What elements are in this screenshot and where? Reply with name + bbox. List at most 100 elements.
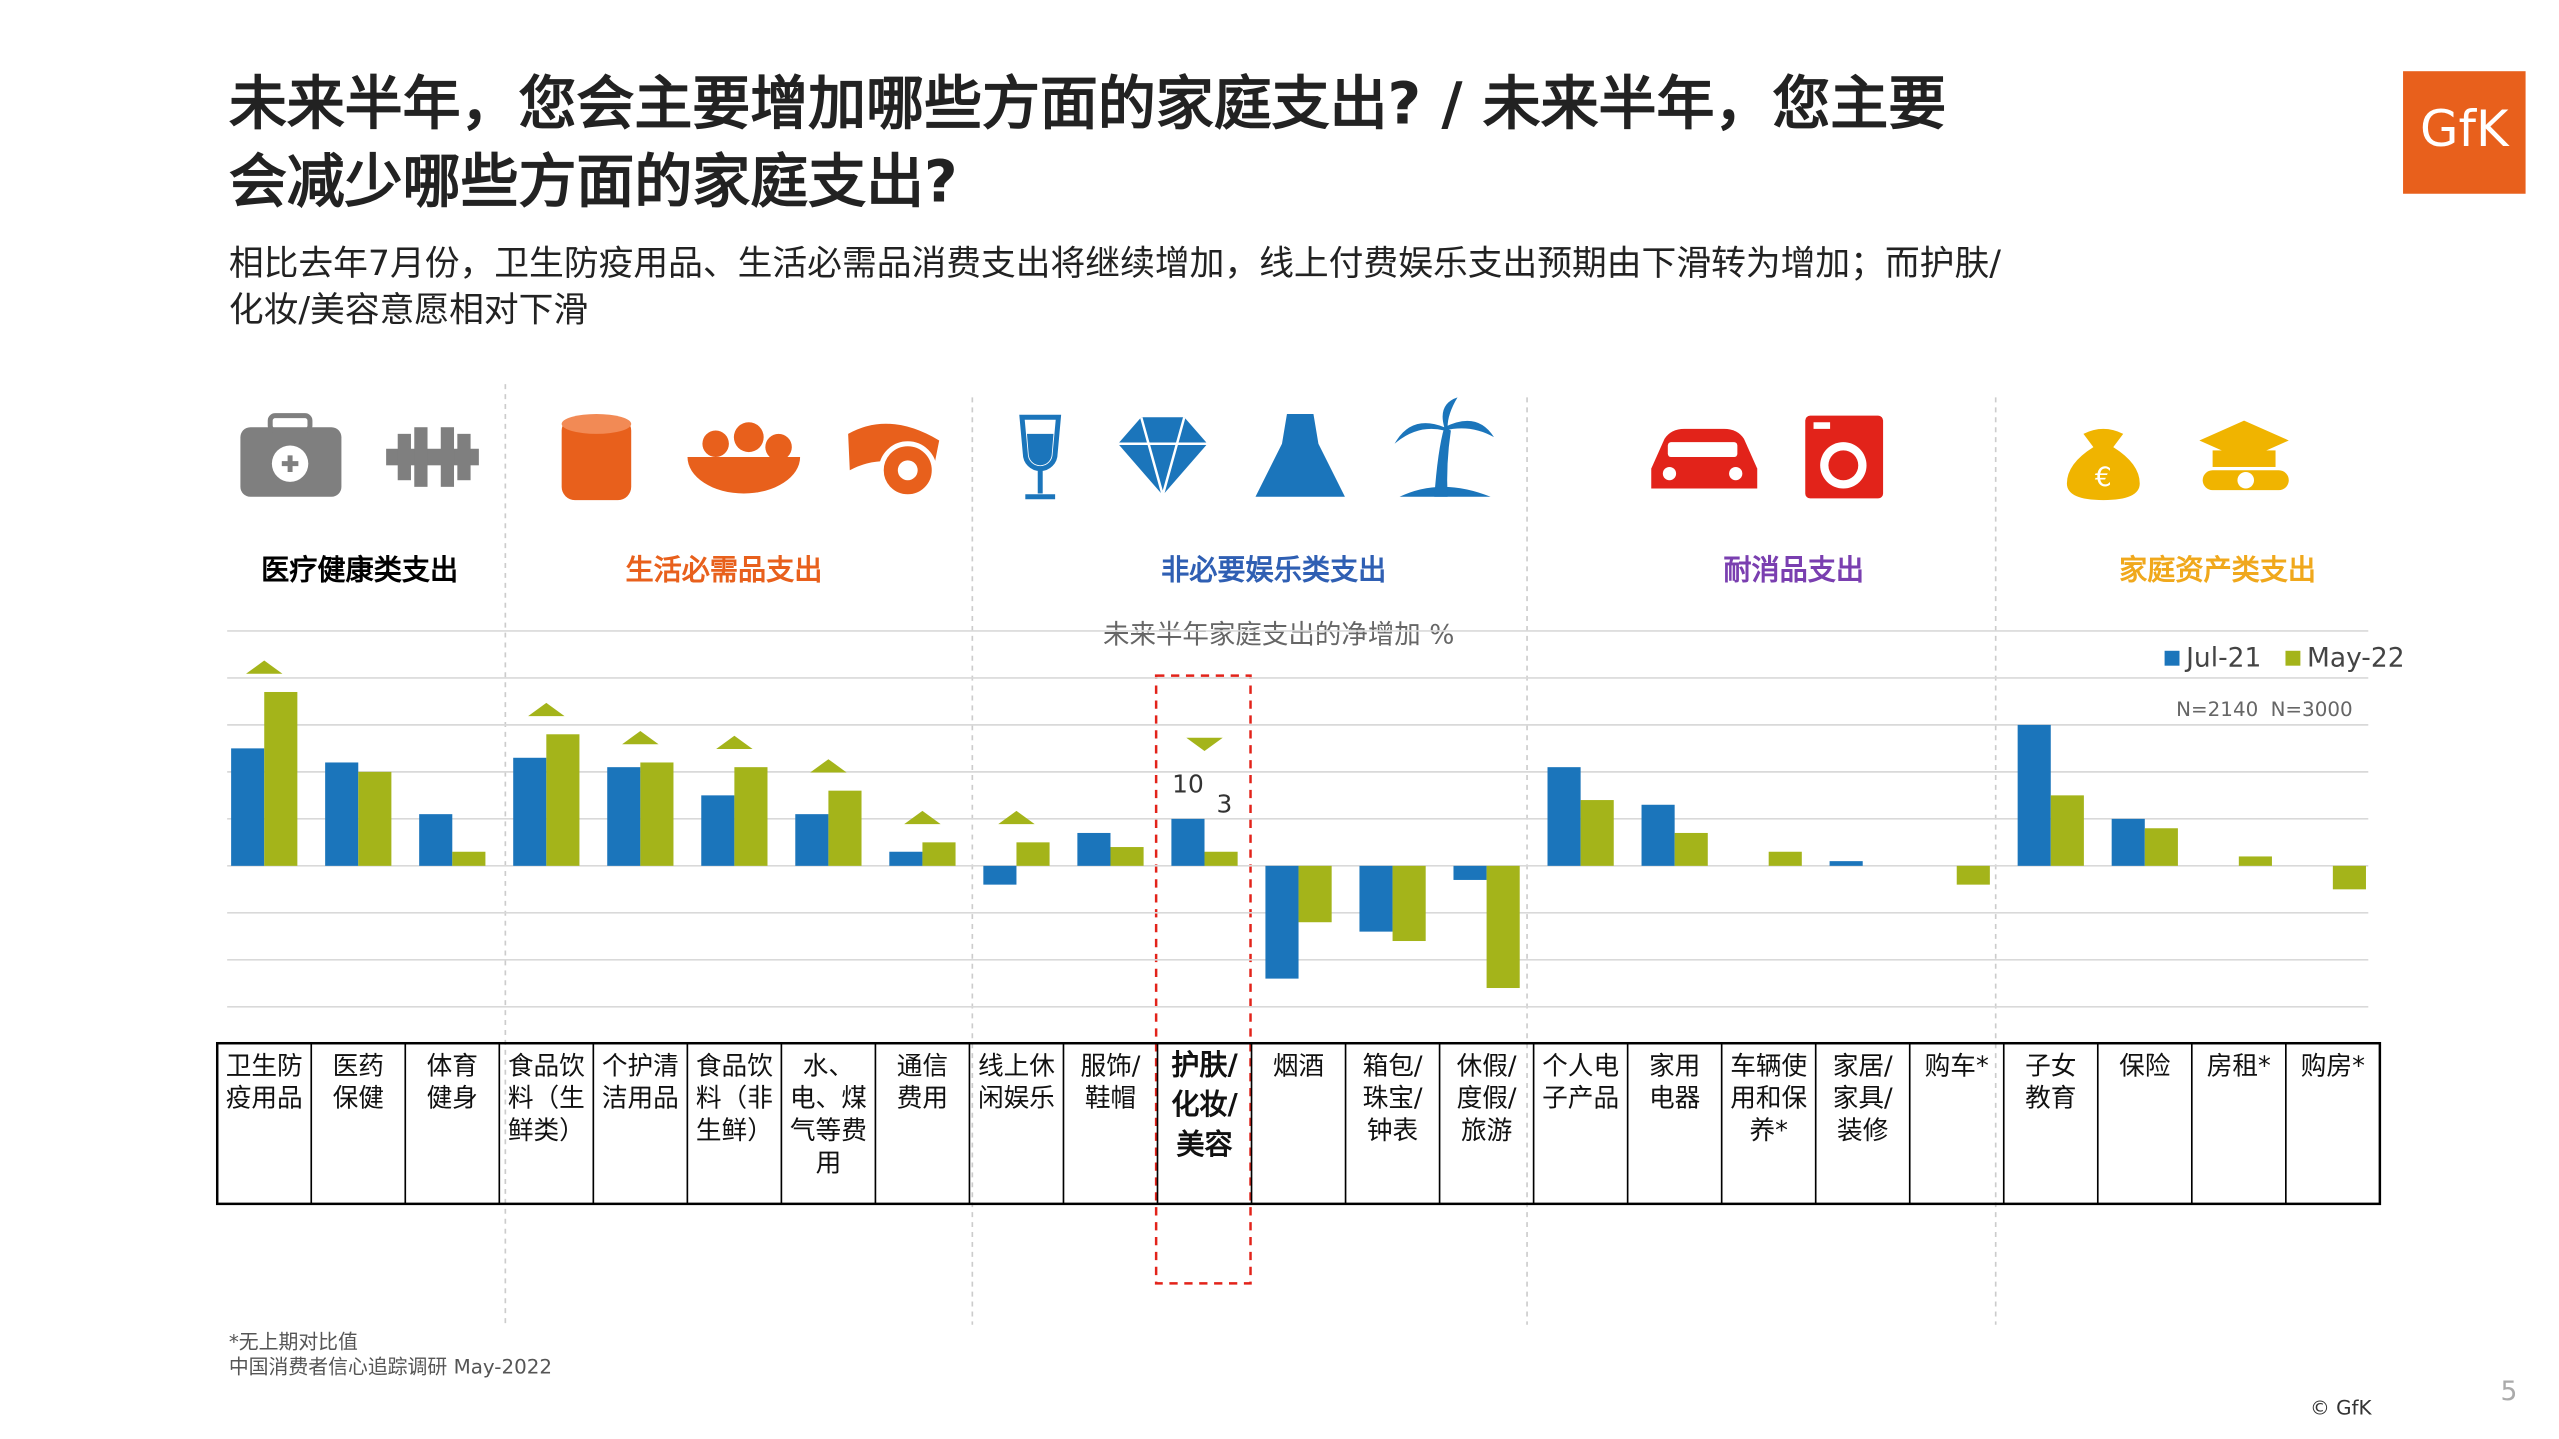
page-number: 5	[2500, 1376, 2517, 1407]
subtitle: 相比去年7月份，卫生防疫用品、生活必需品消费支出将继续增加，线上付费娱乐支出预期…	[229, 244, 2001, 284]
category-label: 线上休闲娱乐	[978, 1051, 1055, 1113]
bar	[2144, 828, 2178, 866]
bar	[1829, 861, 1863, 866]
bar	[1453, 865, 1487, 880]
data-label: 3	[1216, 790, 1232, 819]
category-label: 医药保健	[333, 1051, 384, 1113]
category-label: 购车*	[1925, 1051, 1989, 1081]
svg-text:€: €	[2095, 462, 2112, 493]
bar	[983, 865, 1017, 885]
category-label: 车辆使用和保养*	[1730, 1051, 1807, 1146]
bar	[1204, 851, 1238, 866]
change-marker	[716, 735, 753, 749]
copyright: © GfK	[2310, 1397, 2373, 1420]
bar	[325, 762, 359, 866]
icons: €	[240, 397, 2289, 501]
bar	[701, 795, 735, 866]
category-label: 体育健身	[427, 1051, 478, 1113]
legend-swatch	[2164, 650, 2180, 666]
bar	[889, 851, 923, 866]
bar	[1359, 865, 1393, 932]
bar	[2332, 865, 2366, 890]
bar	[419, 814, 453, 866]
group-label: 非必要娱乐类支出	[1161, 553, 1386, 586]
bar	[1674, 832, 1708, 866]
bar	[922, 842, 956, 866]
data-label: 10	[1172, 770, 1204, 799]
group-label: 家庭资产类支出	[2119, 553, 2316, 586]
bar	[358, 771, 392, 866]
legend-label: Jul-21	[2184, 643, 2261, 674]
bar	[1265, 865, 1299, 979]
category-label: 食品饮料（生鲜类）	[508, 1051, 585, 1146]
bar	[1547, 767, 1581, 866]
category-label: 购房*	[2301, 1051, 2365, 1081]
category-label: 水、电、煤气等费用	[790, 1051, 867, 1178]
bar	[640, 762, 674, 866]
category-label: 房租*	[2207, 1051, 2271, 1081]
category-label: 箱包/珠宝/钟表	[1363, 1051, 1423, 1146]
change-marker	[246, 660, 283, 674]
bar	[1171, 818, 1205, 866]
title: 会减少哪些方面的家庭支出?	[229, 148, 958, 216]
bar	[1486, 865, 1520, 989]
category-label: 通信费用	[897, 1051, 948, 1113]
chart-title: 未来半年家庭支出的净增加 %	[1103, 619, 1454, 650]
legend-label: May-22	[2307, 643, 2405, 674]
bar	[1641, 804, 1675, 866]
bar	[264, 691, 298, 866]
bar	[546, 734, 580, 866]
category-label: 家居/家具/装修	[1833, 1051, 1893, 1146]
category-label: 保险	[2119, 1051, 2171, 1081]
bar	[1016, 842, 1050, 866]
change-marker	[810, 759, 847, 773]
title: 未来半年，您会主要增加哪些方面的家庭支出? / 未来半年，您主要	[229, 70, 1946, 138]
bar	[231, 748, 265, 866]
legend-swatch	[2285, 650, 2301, 666]
source: 中国消费者信心追踪调研 May-2022	[229, 1355, 552, 1378]
change-marker	[1186, 737, 1223, 751]
bar	[1077, 832, 1111, 866]
subtitle: 化妆/美容意愿相对下滑	[229, 290, 588, 330]
category-label: 子女教育	[2025, 1051, 2076, 1113]
bar	[2050, 795, 2084, 866]
group-label: 医疗健康类支出	[261, 553, 458, 586]
sample-size: N=3000	[2271, 698, 2353, 721]
change-marker	[528, 702, 565, 717]
category-label: 护肤/化妆/美容	[1171, 1048, 1238, 1160]
group-label: 耐消品支出	[1723, 553, 1864, 586]
change-marker	[904, 810, 941, 825]
separators	[504, 384, 1997, 1325]
category-label: 服饰/鞋帽	[1081, 1051, 1141, 1113]
bar	[1298, 865, 1332, 923]
bar	[2017, 724, 2051, 866]
group-label: 生活必需品支出	[625, 553, 822, 586]
logo: GfK	[2420, 100, 2510, 158]
bar	[607, 767, 641, 866]
category-label: 卫生防疫用品	[226, 1051, 303, 1113]
highlight-box	[1154, 674, 1252, 1285]
bar	[1580, 800, 1614, 866]
bar	[2238, 856, 2272, 866]
bar	[734, 767, 768, 866]
bar	[513, 757, 547, 866]
bar	[1768, 851, 1802, 866]
category-label: 休假/度假/旅游	[1457, 1051, 1517, 1146]
bar	[1392, 865, 1426, 942]
bar	[2111, 818, 2145, 866]
logo-box	[2403, 71, 2526, 194]
category-label: 家用电器	[1649, 1051, 1700, 1113]
category-label: 烟酒	[1273, 1051, 1324, 1081]
category-label: 个护清洁用品	[602, 1051, 679, 1113]
bar	[1956, 865, 1990, 885]
footnote: *无上期对比值	[229, 1330, 358, 1353]
bar	[795, 814, 829, 866]
sample-size: N=2140	[2176, 698, 2258, 721]
change-marker	[622, 731, 659, 745]
bar	[828, 790, 862, 866]
bar	[1110, 847, 1144, 866]
category-label: 食品饮料（非生鲜）	[696, 1051, 773, 1146]
change-marker	[998, 810, 1035, 825]
